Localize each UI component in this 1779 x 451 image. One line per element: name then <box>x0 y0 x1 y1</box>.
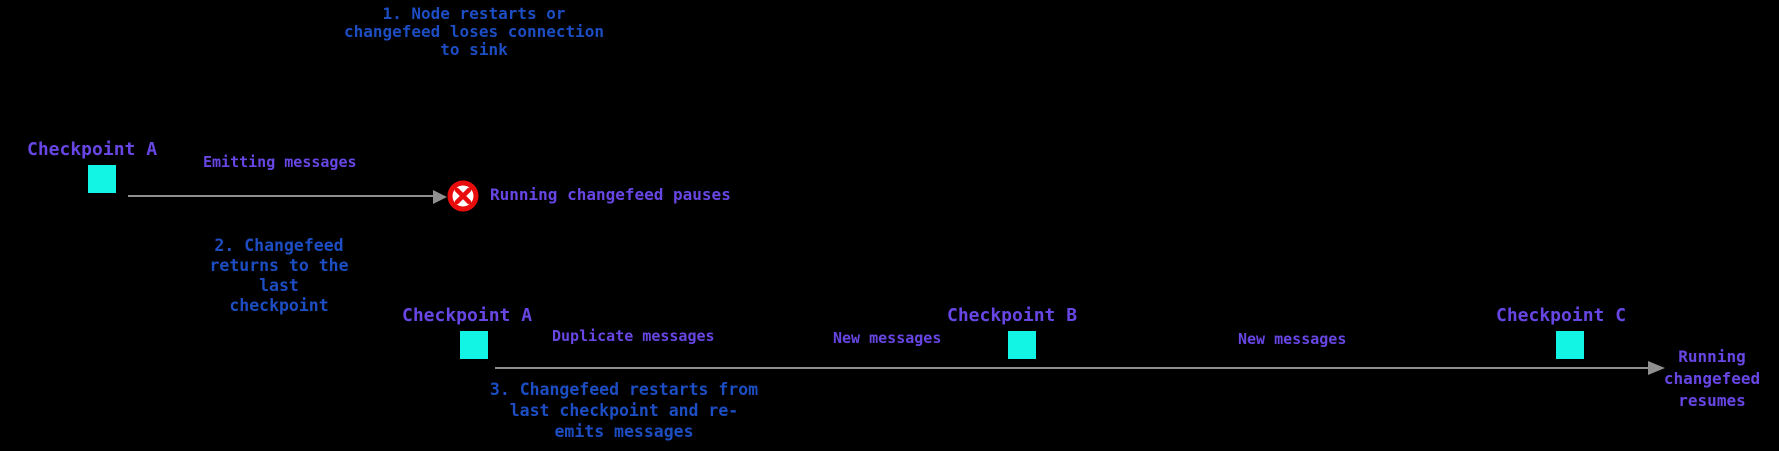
step2-note: 2. Changefeed returns to the last checkp… <box>209 236 349 315</box>
arrowhead-icon <box>1648 361 1665 375</box>
checkpoint-b-marker <box>1008 331 1036 359</box>
arrowhead-icon <box>433 190 447 204</box>
new-messages-label: New messages <box>1238 330 1347 348</box>
step3-note: 3. Changefeed restarts from last checkpo… <box>489 380 759 441</box>
new-messages-label: New messages <box>833 329 942 347</box>
running-changefeed-resumes-label: Running changefeed resumes <box>1663 347 1761 410</box>
checkpoint-a-label: Checkpoint A <box>402 305 533 326</box>
circled-x-icon <box>447 180 479 212</box>
step1-note: 1. Node restarts or changefeed loses con… <box>343 4 605 59</box>
checkpoint-a-label: Checkpoint A <box>27 139 158 160</box>
timeline-1-arrow-line <box>128 195 434 197</box>
checkpoint-b-label: Checkpoint B <box>947 305 1078 326</box>
duplicate-messages-label: Duplicate messages <box>552 327 715 345</box>
checkpoint-a-marker <box>88 165 116 193</box>
running-changefeed-pauses-label: Running changefeed pauses <box>490 185 731 204</box>
checkpoint-c-marker <box>1556 331 1584 359</box>
checkpoint-c-label: Checkpoint C <box>1496 305 1627 326</box>
emitting-messages-label: Emitting messages <box>203 153 357 171</box>
checkpoint-a-marker <box>460 331 488 359</box>
timeline-2-arrow-line <box>495 367 1648 369</box>
